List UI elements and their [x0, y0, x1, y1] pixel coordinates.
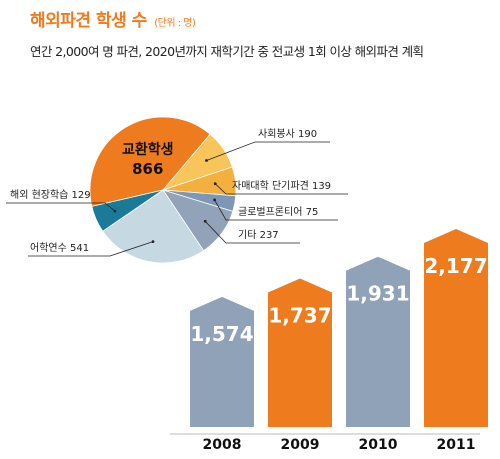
callout-label: 어학연수 541 — [30, 242, 89, 254]
callout-label: 기타 237 — [238, 229, 279, 241]
callout-line — [206, 141, 330, 161]
pie-callouts: 사회봉사 190 자매대학 단기파견 139 글로벌프론티어 75 기타 237 어학연… — [6, 128, 348, 257]
pie-slice — [89, 116, 211, 207]
callout-dot — [205, 159, 208, 162]
pie-chart: 교환학생 866 — [89, 116, 237, 264]
callout-label: 글로벌프론티어 75 — [238, 206, 318, 218]
bar-value-label: 2,177 — [424, 254, 487, 278]
callout-line — [28, 241, 154, 257]
bar-value-label: 1,574 — [190, 322, 253, 346]
callout-dot — [151, 240, 155, 244]
chart-subtitle: 연간 2,000여 명 파견, 2020년까지 재학기간 중 전교생 1회 이상… — [30, 44, 424, 59]
bar-arrow — [346, 256, 410, 427]
bar-arrow — [268, 278, 332, 427]
bar-category-label: 2008 — [203, 437, 242, 453]
pie-slice-label: 교환학생 — [122, 141, 174, 158]
callout-line — [214, 199, 338, 221]
bar-value-label: 1,737 — [268, 304, 331, 328]
callout-line — [214, 183, 348, 195]
bar-chart: 1,574 2008 1,737 2009 1,931 2010 2,177 2011 — [190, 229, 488, 453]
pie-slice — [91, 189, 164, 232]
callout-line — [6, 202, 116, 212]
callout-dot — [113, 209, 117, 213]
bar-arrow — [424, 229, 488, 427]
bar-category-label: 2010 — [359, 437, 398, 453]
pie-slice — [102, 189, 205, 264]
callout-line — [204, 221, 300, 244]
bar-category-label: 2011 — [437, 437, 476, 453]
callout-label: 사회봉사 190 — [258, 128, 317, 140]
unit-label: (단위 : 명) — [154, 18, 196, 29]
callout-dot — [213, 182, 217, 186]
bar-arrow — [190, 296, 254, 427]
callout-label: 자매대학 단기파견 139 — [232, 180, 331, 192]
callout-dot — [203, 219, 207, 223]
title-text: 해외파견 학생 수 — [30, 11, 147, 31]
pie-slice-value: 866 — [132, 160, 163, 178]
chart-title: 해외파견 학생 수 (단위 : 명) — [30, 6, 196, 31]
bar-value-label: 1,931 — [346, 282, 409, 306]
callout-dot — [213, 198, 217, 202]
callout-label: 해외 현장학습 129 — [10, 188, 91, 201]
bar-category-label: 2009 — [281, 437, 320, 453]
